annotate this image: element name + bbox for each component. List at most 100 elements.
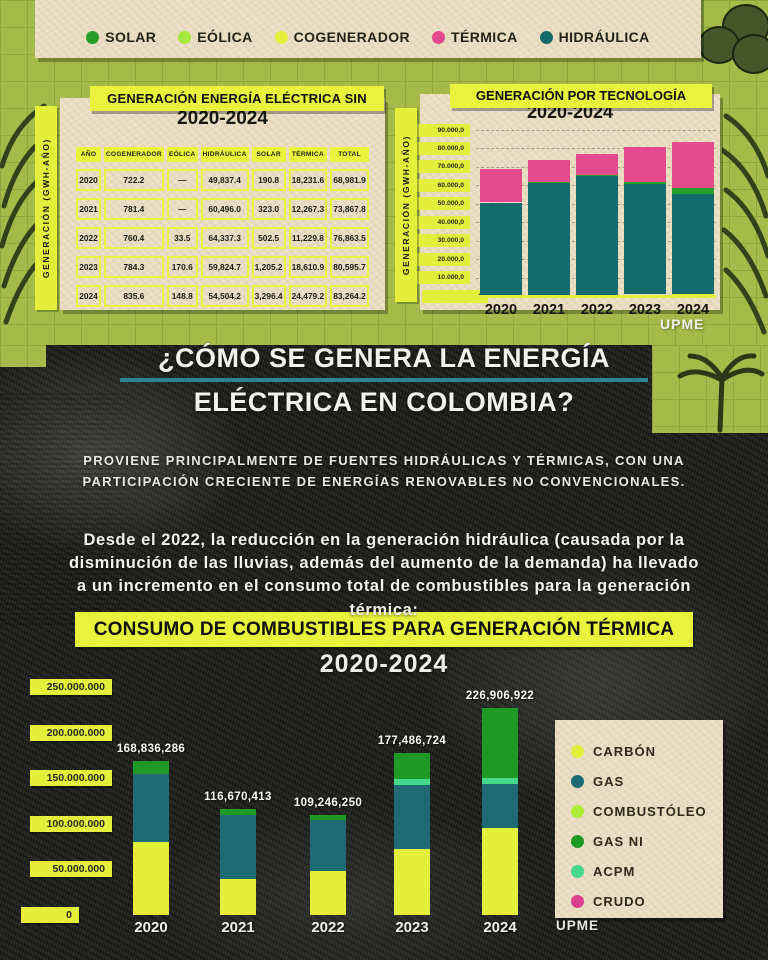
bar-segment-carbón <box>133 842 169 915</box>
y-axis-tick: 200.000.000 <box>30 724 112 741</box>
y-axis-tick: 150.000.000 <box>30 770 112 787</box>
bar-segment-cogenerador <box>672 294 714 296</box>
fuel-legend-item: CARBÓN <box>571 736 723 766</box>
y-axis-tick: 30.000,0 <box>416 234 470 248</box>
x-axis-label: 2024 <box>676 302 710 318</box>
fuel-bar-2022 <box>310 815 346 915</box>
bar-segment-carbón <box>394 849 430 915</box>
table-cell: 76,863.5 <box>330 227 369 249</box>
hidráulica-dot-icon <box>539 30 553 44</box>
y-axis-tick: 90.000,0 <box>416 123 470 137</box>
bar-segment-térmica <box>672 142 714 188</box>
table-cell: 64,337.3 <box>200 227 249 249</box>
source-label-upme-top: UPME <box>660 316 705 332</box>
y-axis-tick: 20.000,0 <box>416 252 470 266</box>
baseline <box>476 295 716 298</box>
table-row: 2020 722.2—49,837.4 190.8 18,231.6 68,981.9 <box>76 169 369 191</box>
bar-segment-cogenerador <box>480 294 522 296</box>
table-cell: 54,504.2 <box>200 285 249 307</box>
table-cell: 2024 <box>76 285 101 307</box>
table-cell: 11,229.8 <box>288 227 328 249</box>
table-cell: 835.6 <box>103 285 164 307</box>
dam-illustration <box>0 390 150 625</box>
y-axis-tick: 70.000,0 <box>416 160 470 174</box>
bar-segment-cogenerador <box>576 294 618 296</box>
table-cell: 784.3 <box>103 256 164 278</box>
page-title-line2: ELÉCTRICA EN COLOMBIA? <box>193 386 575 417</box>
technology-legend: SOLAR EÓLICA COGENERADOR TÉRMICA HIDRÁULICA <box>35 0 701 58</box>
tech-bar-2024 <box>672 130 714 296</box>
x-axis-label: 2023 <box>395 919 429 936</box>
bar-segment-térmica <box>528 159 570 183</box>
table-cell: 68,981.9 <box>330 169 369 191</box>
y-axis-tick: 80.000,0 <box>416 141 470 155</box>
table-cell: 12,267.3 <box>288 198 328 220</box>
table-column-header: HIDRÁULICA <box>200 147 249 162</box>
bar-segment-cogenerador <box>528 294 570 296</box>
table-cell: 59,824.7 <box>200 256 249 278</box>
bar-segment-carbón <box>310 871 346 915</box>
gas-dot-icon <box>571 774 584 788</box>
x-axis-label: 2020 <box>134 919 168 936</box>
palm-icon <box>722 104 768 344</box>
bar-segment-hidráulica <box>576 175 618 295</box>
legend-item: TÉRMICA <box>432 29 518 45</box>
bar-segment-solar <box>672 187 714 194</box>
fuel-bar-2021 <box>220 808 256 915</box>
legend-item-label: SOLAR <box>105 29 157 45</box>
fuel-legend-item: GAS <box>571 766 723 796</box>
fuel-legend-label: GAS <box>593 773 625 789</box>
y-axis-tick: 0 <box>21 907 79 923</box>
bar-segment-acpm <box>394 779 430 785</box>
y-axis-tick: 60.000,0 <box>416 178 470 192</box>
intro-paragraph: PROVIENE PRINCIPALMENTE DE FUENTES HIDRÁ… <box>82 453 686 489</box>
table-cell: 323.0 <box>251 198 286 220</box>
tech-chart-y-axis-label: GENERACIÓN (GWH-AÑO) <box>401 134 411 276</box>
bar-segment-hidráulica <box>672 193 714 295</box>
sin-table-y-axis-strip: GENERACIÓN (GWH-AÑO) <box>35 106 57 310</box>
x-axis-label: 2020 <box>484 302 518 318</box>
legend-item: SOLAR <box>86 29 156 45</box>
bar-segment-gas-ni <box>482 708 518 779</box>
sin-generation-table: AÑO COGENERADOR EÓLICA HIDRÁULICA SOLAR TÉRMI… <box>73 140 372 314</box>
bar-segment-hidráulica <box>528 182 570 295</box>
bar-value-label: 109,246,250 <box>293 797 363 810</box>
bar-segment-gas-ni <box>220 808 256 815</box>
legend-item: COGENERADOR <box>274 29 410 45</box>
x-axis-label: 2024 <box>483 919 517 936</box>
cloud-icon <box>688 4 768 76</box>
bar-segment-gas-ni <box>310 815 346 821</box>
bar-segment-cogenerador <box>624 294 666 296</box>
x-axis-label: 2021 <box>532 302 566 318</box>
table-column-header: EÓLICA <box>166 147 198 162</box>
fuel-legend-label: CARBÓN <box>593 743 657 759</box>
table-column-header: COGENERADOR <box>103 147 164 162</box>
table-column-header: TÉRMICA <box>288 147 328 162</box>
fuel-legend-item: ACPM <box>571 856 723 886</box>
fuel-legend-item: COMBUSTÓLEO <box>571 796 723 826</box>
sin-table-subtitle: 2020-2024 <box>177 108 268 129</box>
fuel-bar-2023 <box>394 753 430 915</box>
table-cell: 73,867.8 <box>330 198 369 220</box>
tech-bar-2022 <box>576 130 618 296</box>
sin-table-title: GENERACIÓN ENERGÍA ELÉCTRICA SIN <box>90 86 384 111</box>
bar-segment-hidráulica <box>624 183 666 295</box>
bar-value-label: 116,670,413 <box>204 790 272 803</box>
bar-segment-gas <box>310 820 346 872</box>
table-cell: 781.4 <box>103 198 164 220</box>
térmica-dot-icon <box>432 30 446 44</box>
table-row: 2024 835.6 148.8 54,504.2 3,296.4 24,479.2 83,… <box>76 285 369 307</box>
table-cell: — <box>166 169 198 191</box>
title-underline <box>120 377 648 382</box>
table-cell: 80,595.7 <box>330 256 369 278</box>
legend-item: HIDRÁULICA <box>539 29 650 45</box>
fuel-legend-label: ACPM <box>593 863 636 879</box>
table-row: 2023 784.3 170.6 59,824.7 1,205.2 18,610.9 80,… <box>76 256 369 278</box>
table-cell: 760.4 <box>103 227 164 249</box>
table-row: 2022 760.4 33.5 64,337.3 502.5 11,229.8 76,863… <box>76 227 369 249</box>
bar-segment-gas <box>220 814 256 879</box>
table-cell: 148.8 <box>166 285 198 307</box>
table-cell: 190.8 <box>251 169 286 191</box>
fuel-bar-2020 <box>133 761 169 915</box>
x-axis-label: 2021 <box>221 919 255 936</box>
